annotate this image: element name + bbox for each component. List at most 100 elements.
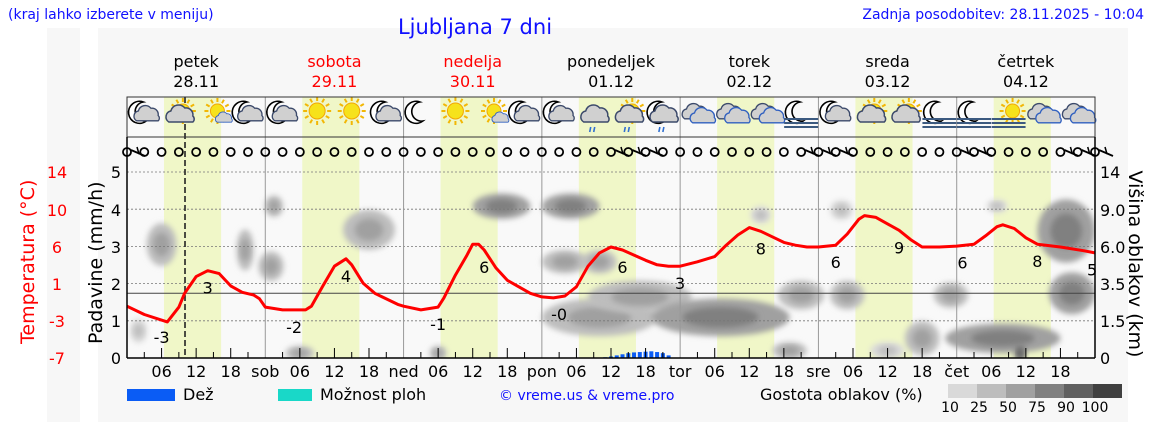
temperature-extreme-label: -1 [430, 315, 446, 334]
temperature-extreme-label: 5 [1087, 260, 1097, 279]
precipitation-tick: 1 [111, 312, 121, 331]
cloud-height-tick: 3.5 [1100, 275, 1125, 294]
page-title: Ljubljana 7 dni [397, 15, 553, 39]
wind-barb-feather [827, 146, 832, 155]
sun-ray [877, 99, 882, 104]
wind-calm-circle [675, 147, 686, 157]
sun-small-cloud-icon [204, 98, 233, 124]
moon-cloud-icon [819, 100, 852, 125]
wind-barb-feather [620, 146, 624, 155]
cloudy-icon [1061, 102, 1097, 124]
last-updated: Zadnja posodobitev: 28.11.2025 - 10:04 [862, 7, 1144, 23]
sun-ray [1000, 103, 1006, 108]
wind-barb-feather [810, 146, 814, 155]
day-header: sobota 29.11 [264, 52, 404, 92]
temperature-tick: 10 [47, 201, 67, 220]
wind-calm-circle [312, 147, 323, 157]
sun-ray [447, 98, 452, 103]
wind-calm-circle [536, 147, 547, 157]
wind-barb-feather [654, 146, 659, 155]
cloud-height-tick: 9.0 [1100, 201, 1125, 220]
copyright-link[interactable]: © vreme.us & vreme.pro [499, 388, 675, 404]
icon-row-frame [126, 96, 1096, 138]
sun-icon [303, 97, 332, 125]
sun-ray [463, 103, 469, 107]
wind-calm-circle [554, 147, 565, 157]
density-level-label: 75 [1028, 400, 1046, 416]
sun-ray [359, 115, 365, 119]
day-name: sreda [865, 52, 910, 71]
temperature-extreme-label: -2 [286, 318, 302, 337]
hour-tick-label: 18 [912, 362, 932, 381]
hour-tick-label: 06 [566, 362, 586, 381]
sun-cloud-icon [165, 98, 196, 124]
location-hint[interactable]: (kraj lahko izberete v meniju) [8, 7, 214, 23]
cloud-height-tick: 0 [1100, 349, 1110, 368]
wind-calm-circle [657, 147, 668, 157]
precipitation-bar [620, 354, 625, 358]
sun-ray [224, 103, 230, 108]
moon-crescent [404, 100, 426, 125]
cloud-patch-core [268, 200, 279, 213]
legend-showers-label: Možnost ploh [320, 385, 427, 404]
sun-icon [441, 97, 470, 125]
sun-ray [355, 119, 360, 124]
legend-showers-swatch [278, 389, 312, 401]
moon-cloud-icon [369, 100, 403, 125]
wind-calm-circle [433, 147, 444, 157]
cloud-patch-core [835, 204, 848, 216]
sun-ray [901, 99, 906, 104]
sun-ray [186, 99, 191, 104]
wind-calm-circle [709, 147, 720, 157]
wind-calm-circle [571, 147, 582, 157]
sun-ray [1019, 103, 1025, 108]
sun-ray [912, 99, 917, 104]
day-date: 02.12 [726, 72, 773, 91]
density-level-label: 25 [970, 400, 988, 416]
cloud-shape [580, 104, 610, 123]
moon-crescent [542, 100, 565, 125]
day-header: ponedeljek 01.12 [541, 52, 681, 92]
wind-calm-circle [243, 147, 253, 157]
wind-calm-circle [450, 147, 461, 157]
sun-ray [1000, 114, 1006, 119]
wind-calm-circle [899, 147, 910, 157]
wind-calm-circle [191, 147, 202, 157]
hour-tick-label: 12 [739, 362, 759, 381]
sun-ray [339, 115, 344, 119]
cloud-patch-core [485, 199, 518, 214]
cloud-patch-core [971, 330, 1035, 347]
day-header: petek 28.11 [126, 52, 266, 92]
sun-ray [1019, 114, 1025, 119]
precipitation-tick: 5 [111, 163, 121, 182]
legend-rain-swatch [127, 389, 175, 401]
hour-tick-label: 06 [428, 362, 448, 381]
sun-ray [639, 103, 645, 108]
day-name: četrtek [997, 52, 1055, 71]
cloud-patch-core [991, 202, 1003, 210]
cloud-shape [215, 111, 233, 123]
cloud-patch-core [567, 306, 632, 328]
sun-ray [343, 98, 348, 103]
density-swatch [1006, 384, 1035, 398]
sun-icon [337, 97, 366, 125]
cloud-height-axis-title: Višina oblakov (km) [1124, 170, 1146, 358]
hour-tick-label: 18 [635, 362, 655, 381]
cloud-height-tick: 6.0 [1100, 238, 1125, 257]
day-date: 28.11 [173, 72, 220, 91]
cloud-patch-core [240, 238, 250, 262]
hour-tick-label: 18 [1050, 362, 1070, 381]
cloud-patch-core [153, 232, 170, 257]
precipitation-axis-title: Padavine (mm/h) [85, 181, 107, 344]
cloud-shape [491, 111, 510, 123]
wind-calm-circle [986, 147, 997, 157]
hour-tick-label: 12 [324, 362, 344, 381]
cloud-shape [758, 106, 786, 124]
legend-cloud-density-label: Gostota oblakov (%) [760, 385, 923, 404]
sun-ray [175, 99, 180, 104]
cloud-shape [891, 104, 921, 123]
cloudy-icon [1027, 102, 1062, 124]
sun-ray [459, 119, 464, 124]
wind-calm-circle [1072, 147, 1083, 157]
sun-cloud-drizzle-icon [614, 98, 646, 133]
